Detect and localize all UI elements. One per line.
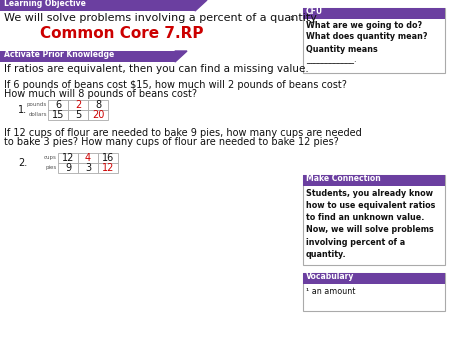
Text: 9: 9 bbox=[65, 163, 71, 173]
Text: Activate Prior Knowledge: Activate Prior Knowledge bbox=[4, 50, 114, 59]
Text: CFU: CFU bbox=[306, 7, 323, 16]
Bar bbox=[303, 8, 445, 73]
Text: to bake 3 pies? How many cups of flour are needed to bake 12 pies?: to bake 3 pies? How many cups of flour a… bbox=[4, 137, 339, 147]
Bar bbox=[58, 153, 78, 163]
Bar bbox=[303, 175, 445, 265]
Text: Students, you already know
how to use equivalent ratios
to find an unknown value: Students, you already know how to use eq… bbox=[306, 189, 436, 259]
Bar bbox=[68, 100, 88, 110]
Text: 2: 2 bbox=[75, 100, 81, 110]
Bar bbox=[88, 100, 108, 110]
Bar bbox=[303, 273, 445, 311]
Text: Common Core 7.RP: Common Core 7.RP bbox=[40, 26, 203, 41]
Bar bbox=[0, 51, 175, 62]
Bar bbox=[78, 153, 98, 163]
Bar bbox=[0, 0, 195, 11]
Text: ₁.: ₁. bbox=[289, 13, 295, 22]
Bar bbox=[303, 175, 445, 186]
Bar bbox=[78, 163, 98, 173]
Bar bbox=[88, 110, 108, 120]
Text: 6: 6 bbox=[55, 100, 61, 110]
Text: 16: 16 bbox=[102, 153, 114, 163]
Polygon shape bbox=[195, 0, 207, 11]
Text: ____________.: ____________. bbox=[306, 55, 356, 64]
Text: Learning Objective: Learning Objective bbox=[4, 0, 86, 8]
Text: 15: 15 bbox=[52, 110, 64, 120]
Bar bbox=[303, 8, 445, 19]
Text: We will solve problems involving a percent of a quantity: We will solve problems involving a perce… bbox=[4, 13, 317, 23]
Text: Vocabulary: Vocabulary bbox=[306, 272, 355, 281]
Polygon shape bbox=[175, 51, 187, 62]
Text: 12: 12 bbox=[102, 163, 114, 173]
Text: 5: 5 bbox=[75, 110, 81, 120]
Bar bbox=[98, 163, 118, 173]
Text: pies: pies bbox=[46, 165, 57, 170]
Text: 1.: 1. bbox=[18, 105, 27, 115]
Text: 12: 12 bbox=[62, 153, 74, 163]
Text: How much will 8 pounds of beans cost?: How much will 8 pounds of beans cost? bbox=[4, 89, 197, 99]
Text: 8: 8 bbox=[95, 100, 101, 110]
Text: cups: cups bbox=[44, 155, 57, 160]
Bar bbox=[48, 100, 68, 110]
Bar bbox=[303, 273, 445, 284]
Bar bbox=[68, 110, 88, 120]
Text: ¹ an amount: ¹ an amount bbox=[306, 287, 356, 296]
Text: dollars: dollars bbox=[28, 112, 47, 117]
Bar bbox=[58, 163, 78, 173]
Text: Make Connection: Make Connection bbox=[306, 174, 381, 183]
Text: 2.: 2. bbox=[18, 158, 27, 168]
Text: If ratios are equivalent, then you can find a missing value.: If ratios are equivalent, then you can f… bbox=[4, 64, 309, 74]
Text: 20: 20 bbox=[92, 110, 104, 120]
Text: If 6 pounds of beans cost $15, how much will 2 pounds of beans cost?: If 6 pounds of beans cost $15, how much … bbox=[4, 80, 347, 90]
Text: What are we going to do?: What are we going to do? bbox=[306, 21, 422, 30]
Text: 3: 3 bbox=[85, 163, 91, 173]
Bar bbox=[98, 153, 118, 163]
Text: pounds: pounds bbox=[27, 102, 47, 107]
Text: 4: 4 bbox=[85, 153, 91, 163]
Text: What does quantity mean?
Quantity means: What does quantity mean? Quantity means bbox=[306, 32, 427, 53]
Bar bbox=[48, 110, 68, 120]
Text: If 12 cups of flour are needed to bake 9 pies, how many cups are needed: If 12 cups of flour are needed to bake 9… bbox=[4, 128, 362, 138]
